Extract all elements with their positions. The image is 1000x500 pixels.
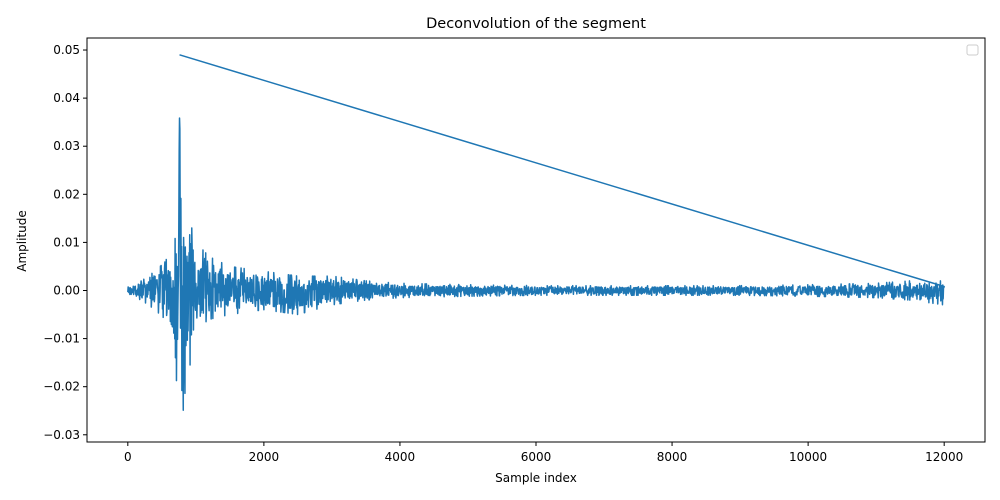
- x-axis-label: Sample index: [495, 471, 577, 485]
- y-tick-label: −0.02: [43, 380, 80, 394]
- series-line: [127, 54, 945, 412]
- legend-box: [966, 44, 979, 56]
- x-tick-label: 10000: [789, 450, 827, 464]
- y-axis-label: Amplitude: [15, 210, 29, 272]
- x-tick-label: 8000: [657, 450, 688, 464]
- x-tick-label: 4000: [385, 450, 416, 464]
- y-tick-label: 0.00: [53, 284, 80, 298]
- x-tick-label: 12000: [925, 450, 963, 464]
- chart-title: Deconvolution of the segment: [426, 16, 646, 32]
- plot-frame: [86, 37, 986, 443]
- y-tick-label: 0.02: [53, 187, 80, 201]
- y-tick-label: 0.05: [53, 43, 80, 57]
- y-tick-label: 0.03: [53, 139, 80, 153]
- y-tick-label: −0.01: [43, 332, 80, 346]
- x-tick-label: 0: [124, 450, 132, 464]
- y-tick-label: 0.04: [53, 91, 80, 105]
- y-tick-label: −0.03: [43, 428, 80, 442]
- y-tick-label: 0.01: [53, 235, 80, 249]
- x-tick-label: 6000: [521, 450, 552, 464]
- x-tick-label: 2000: [249, 450, 280, 464]
- plot-area: 0 2000 4000 6000 8000 10000 12000 −0.03 −0.02 −0.…: [43, 37, 986, 464]
